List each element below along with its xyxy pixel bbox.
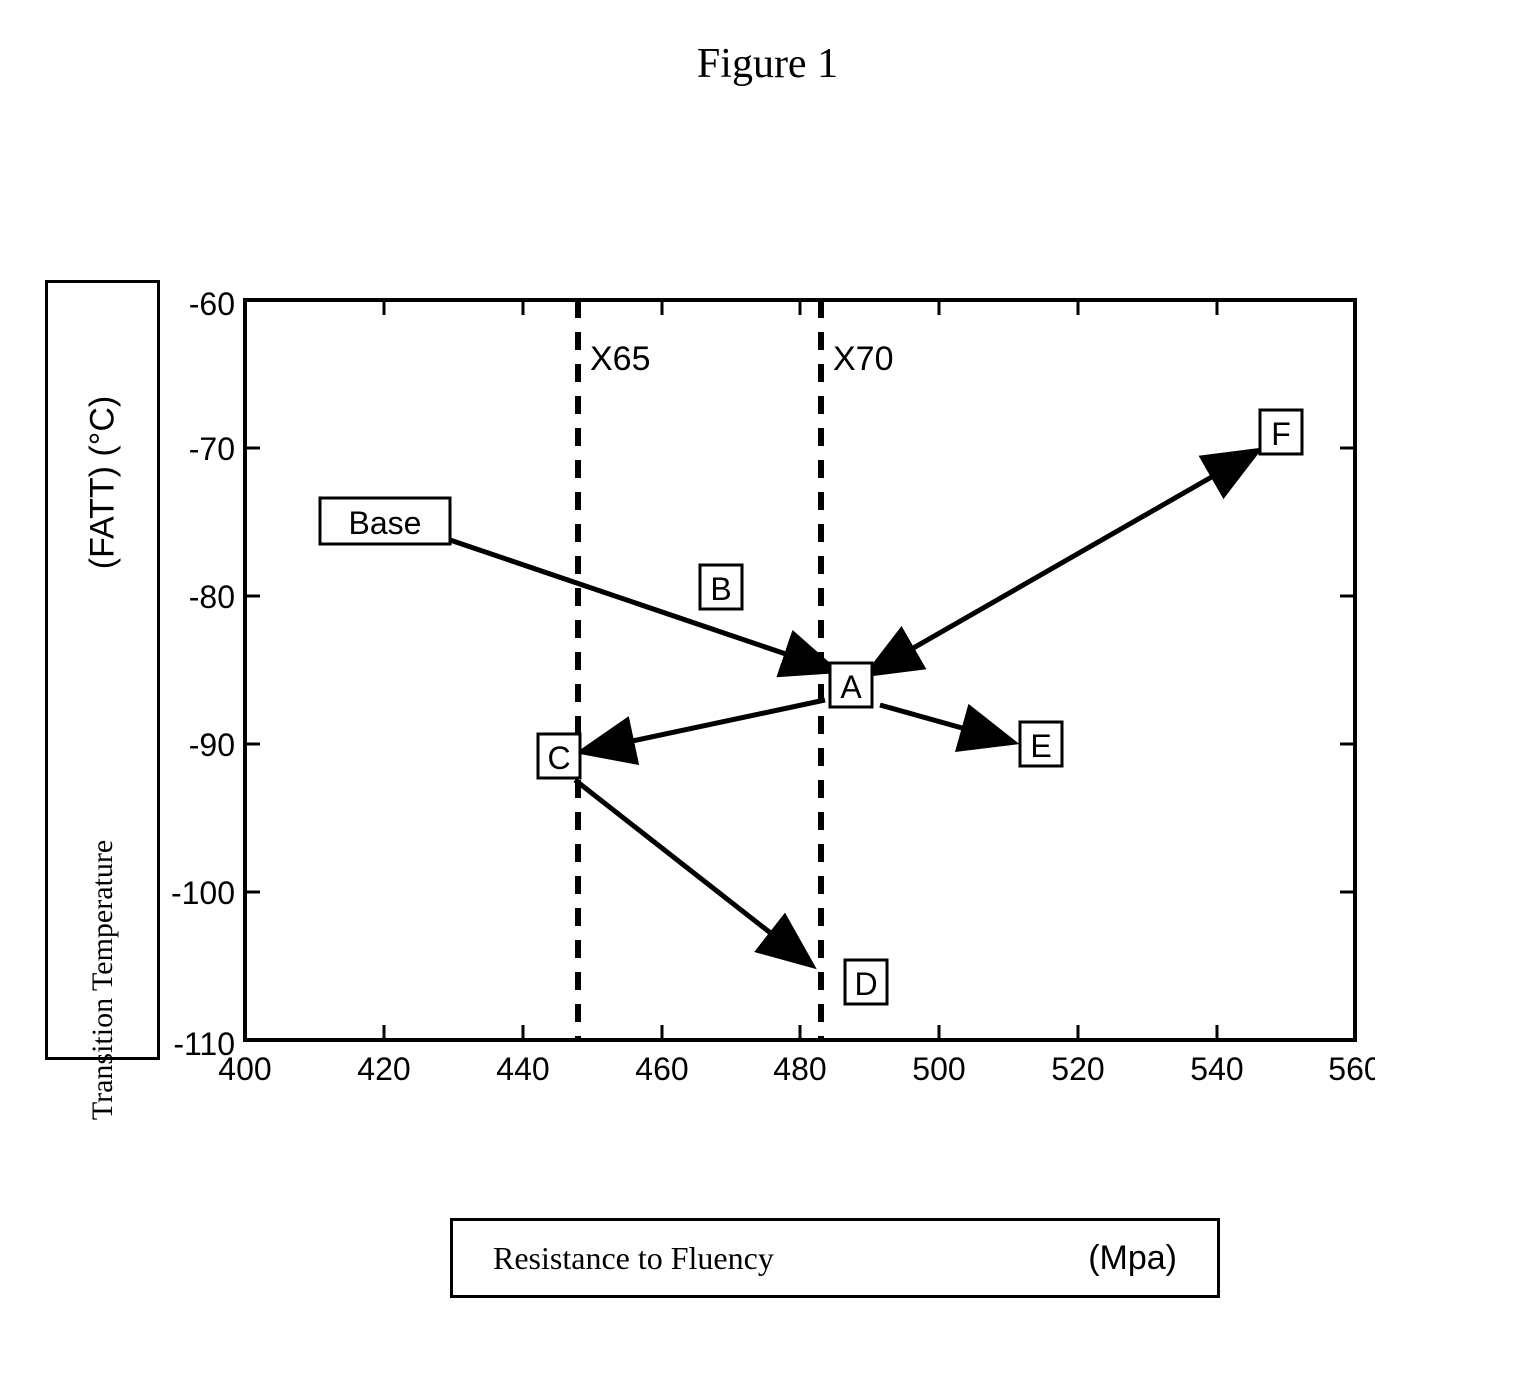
arrow-a-to-e bbox=[880, 705, 1005, 740]
svg-text:D: D bbox=[854, 966, 877, 1002]
point-b: B bbox=[700, 565, 742, 609]
x-tick-label: 500 bbox=[912, 1051, 965, 1087]
arrow-c-to-d bbox=[575, 780, 805, 960]
x-tick-label: 480 bbox=[773, 1051, 826, 1087]
arrow-base-to-a bbox=[450, 540, 827, 668]
figure-title: Figure 1 bbox=[697, 40, 838, 88]
x-tick-label: 440 bbox=[496, 1051, 549, 1087]
svg-text:A: A bbox=[840, 669, 862, 705]
arrow-a-to-c bbox=[590, 700, 825, 750]
vline-label-x65: X65 bbox=[590, 340, 651, 378]
y-tick-label: -90 bbox=[189, 727, 235, 763]
y-tick-label: -100 bbox=[171, 875, 235, 911]
y-axis-label: Transition Temperature bbox=[86, 840, 120, 1120]
y-axis-label-box: Transition Temperature (FATT) (°C) bbox=[45, 280, 160, 1060]
point-c: C bbox=[538, 734, 580, 778]
y-axis-unit: (FATT) (°C) bbox=[83, 396, 122, 569]
x-tick-label: 520 bbox=[1051, 1051, 1104, 1087]
x-tick-label: 560 bbox=[1328, 1051, 1375, 1087]
svg-text:Base: Base bbox=[349, 505, 422, 541]
y-tick-label: -70 bbox=[189, 431, 235, 467]
x-tick-label: 420 bbox=[357, 1051, 410, 1087]
x-axis-label-box: Resistance to Fluency (Mpa) bbox=[450, 1218, 1220, 1298]
y-tick-label: -60 bbox=[189, 286, 235, 322]
chart-svg: -60 -70 -80 -90 -100 -110 400 420 bbox=[165, 280, 1375, 1130]
vline-label-x70: X70 bbox=[833, 340, 894, 378]
point-a: A bbox=[830, 663, 872, 707]
chart-container: -60 -70 -80 -90 -100 -110 400 420 bbox=[165, 280, 1375, 1130]
x-tick-label: 460 bbox=[635, 1051, 688, 1087]
point-e: E bbox=[1020, 722, 1062, 766]
point-f: F bbox=[1260, 410, 1302, 454]
svg-text:F: F bbox=[1271, 416, 1291, 452]
svg-text:B: B bbox=[710, 571, 731, 607]
x-axis-ticks: 400 420 440 460 480 500 520 bbox=[218, 300, 1375, 1087]
x-axis-label: Resistance to Fluency bbox=[493, 1240, 774, 1277]
plot-border bbox=[245, 300, 1355, 1040]
y-axis-ticks: -60 -70 -80 -90 -100 -110 bbox=[171, 286, 1355, 1062]
x-tick-label: 540 bbox=[1190, 1051, 1243, 1087]
svg-text:E: E bbox=[1030, 728, 1051, 764]
x-axis-unit: (Mpa) bbox=[1088, 1239, 1177, 1278]
svg-text:C: C bbox=[547, 740, 570, 776]
y-tick-label: -80 bbox=[189, 579, 235, 615]
point-d: D bbox=[845, 960, 887, 1004]
x-tick-label: 400 bbox=[218, 1051, 271, 1087]
point-base: Base bbox=[320, 498, 450, 544]
arrow-a-f bbox=[875, 455, 1250, 670]
